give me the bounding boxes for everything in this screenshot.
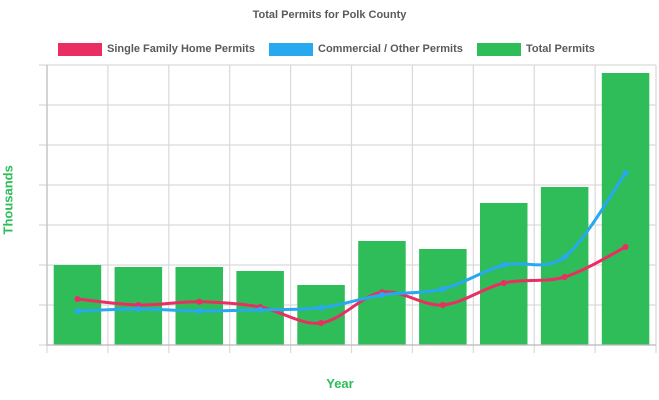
- point-commercial-2017: [439, 286, 446, 292]
- bar-total-2011: [53, 265, 102, 345]
- point-single-family-2011: [74, 296, 81, 302]
- point-commercial-2016: [378, 292, 385, 298]
- legend-item-commercial[interactable]: Commercial / Other Permits: [269, 41, 463, 57]
- point-single-family-2015: [318, 320, 325, 326]
- point-single-family-2013: [196, 298, 203, 305]
- bar-total-2013: [175, 267, 224, 345]
- point-commercial-2015: [318, 304, 325, 311]
- y-axis-label: Thousands: [0, 165, 16, 235]
- point-single-family-2020: [622, 244, 629, 250]
- point-commercial-2018: [500, 262, 507, 268]
- bar-total-2019: [540, 187, 589, 345]
- point-commercial-2014: [257, 306, 264, 313]
- bar-total-2015: [297, 285, 345, 345]
- legend-swatch-single-family: [58, 42, 102, 56]
- point-single-family-2017: [439, 302, 446, 308]
- legend-label-total: Total Permits: [526, 43, 595, 55]
- legend-item-single-family[interactable]: Single Family Home Permits: [58, 41, 255, 57]
- point-single-family-2019: [561, 274, 568, 280]
- legend-item-total[interactable]: Total Permits: [477, 41, 595, 57]
- legend-label-single-family: Single Family Home Permits: [107, 43, 255, 55]
- legend-label-commercial: Commercial / Other Permits: [318, 43, 463, 55]
- legend-swatch-total: [477, 42, 521, 56]
- x-axis-label: Year: [326, 376, 354, 391]
- line-single-family: [77, 245, 627, 325]
- point-commercial-2011: [74, 308, 81, 314]
- point-commercial-2019: [561, 254, 568, 260]
- point-commercial-2012: [135, 306, 142, 312]
- legend-swatch-commercial: [269, 42, 313, 56]
- line-commercial: [77, 172, 627, 313]
- point-commercial-2013: [196, 308, 203, 314]
- legend: Single Family Home Permits Commercial / …: [0, 41, 659, 57]
- point-commercial-2020: [622, 170, 629, 176]
- point-single-family-2018: [500, 280, 507, 286]
- bar-total-2017: [419, 249, 467, 345]
- bar-total-2020: [601, 73, 650, 345]
- chart-title: Total Permits for Polk County: [252, 9, 407, 21]
- bar-total-2018: [479, 203, 528, 345]
